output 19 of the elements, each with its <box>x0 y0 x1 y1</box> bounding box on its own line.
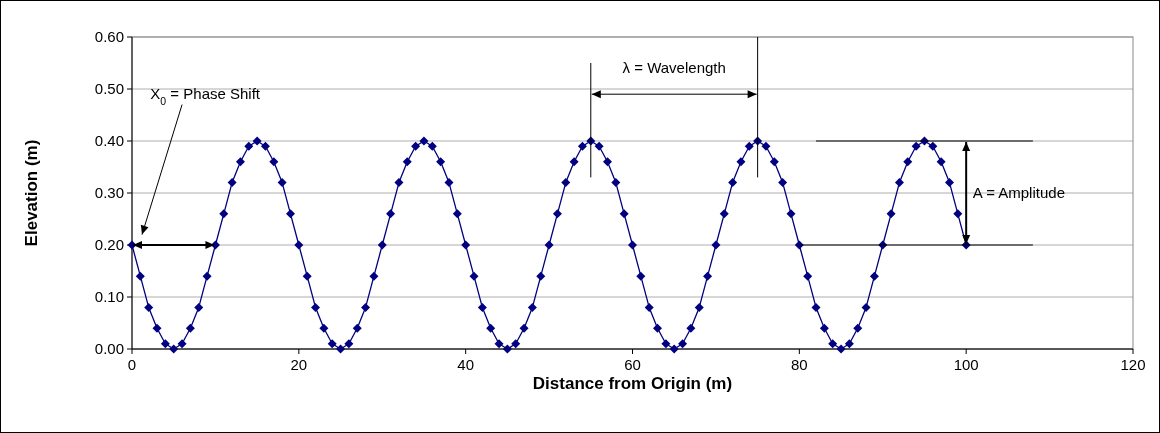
y-tick-label: 0.40 <box>94 132 124 149</box>
y-tick-label: 0.30 <box>94 184 124 201</box>
x-tick-label: 80 <box>790 356 808 373</box>
y-tick-label: 0.00 <box>94 340 124 357</box>
y-tick-label: 0.60 <box>94 28 124 45</box>
x-tick-label: 40 <box>457 356 475 373</box>
y-tick-label: 0.20 <box>94 236 124 253</box>
x-axis-title: Distance from Origin (m) <box>532 374 733 393</box>
annotation: λ = Wavelength <box>622 59 726 77</box>
x-tick-label: 0 <box>127 356 137 373</box>
x-tick-label: 20 <box>290 356 308 373</box>
y-tick-label: 0.50 <box>94 80 124 97</box>
y-axis-title: Elevation (m) <box>22 139 41 247</box>
y-tick-label: 0.10 <box>94 288 124 305</box>
annotation: X$_{0}$ = Phase Shift <box>150 85 261 108</box>
x-tick-label: 60 <box>624 356 641 373</box>
x-tick-label: 100 <box>953 356 979 373</box>
annotation: A = Amplitude <box>972 184 1065 201</box>
x-tick-label: 120 <box>1120 356 1146 373</box>
